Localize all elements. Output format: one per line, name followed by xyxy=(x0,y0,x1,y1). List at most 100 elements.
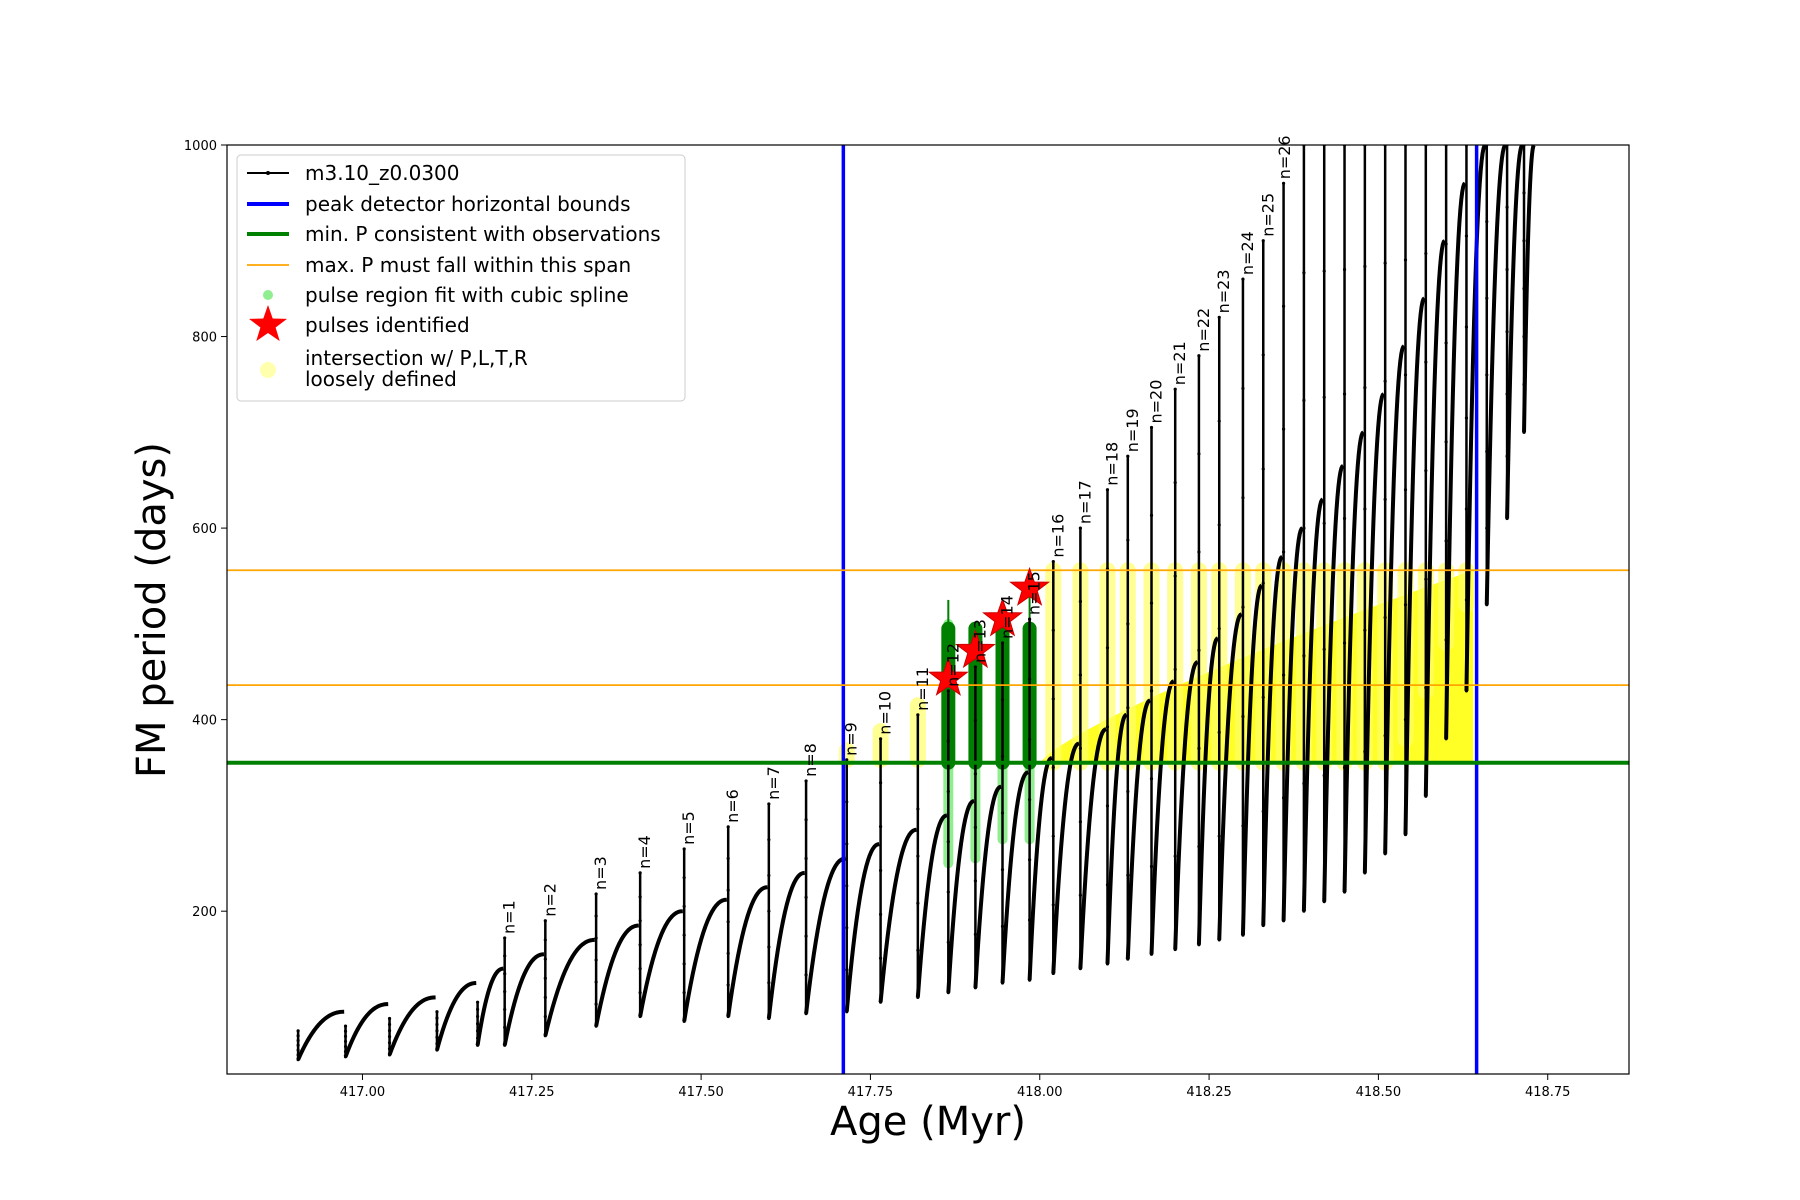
series-marker-20-2 xyxy=(1051,834,1055,838)
series-marker-18-3 xyxy=(1000,811,1005,815)
series-marker-13-6 xyxy=(845,758,849,762)
series-marker-17-6 xyxy=(973,665,978,669)
series-marker-17-4 xyxy=(973,772,978,776)
series-marker-33-1 xyxy=(1342,765,1347,770)
series-curve-8 xyxy=(638,909,683,1017)
series-curve-38 xyxy=(1444,181,1467,739)
series-curve-37 xyxy=(1423,239,1447,797)
series-marker-4-6 xyxy=(475,1000,480,1004)
series-marker-11-0 xyxy=(767,1016,771,1021)
series-marker-11-2 xyxy=(767,945,771,949)
series-marker-41-5 xyxy=(1505,205,1509,209)
series-marker-7-5 xyxy=(594,914,598,918)
series-marker-10-6 xyxy=(726,825,730,829)
series-marker-33-5 xyxy=(1342,267,1347,272)
series-curve-0 xyxy=(296,1009,345,1061)
series-marker-22-0 xyxy=(1105,962,1110,966)
series-marker-5-5 xyxy=(503,954,507,958)
series-marker-1-3 xyxy=(343,1039,348,1044)
pulse-label-1: n=2 xyxy=(540,883,559,917)
series-marker-36-5 xyxy=(1403,258,1408,262)
series-marker-37-2 xyxy=(1424,577,1428,581)
series-marker-32-2 xyxy=(1322,647,1326,652)
series-marker-27-4 xyxy=(1217,523,1221,527)
series-marker-17-1 xyxy=(973,932,978,936)
series-marker-37-4 xyxy=(1424,360,1428,364)
series-marker-15-0 xyxy=(916,995,920,999)
series-marker-5-3 xyxy=(503,990,507,994)
series-marker-21-5 xyxy=(1078,599,1082,604)
series-marker-10-1 xyxy=(726,983,730,987)
series-curve-9 xyxy=(682,897,728,1022)
series-marker-32-4 xyxy=(1322,395,1326,399)
series-marker-30-0 xyxy=(1281,919,1286,923)
series-marker-15-2 xyxy=(916,901,920,905)
series-marker-1-4 xyxy=(343,1034,348,1038)
pulse-label-0: n=1 xyxy=(500,900,519,934)
plot-frame xyxy=(226,144,1630,1075)
legend-label-4: pulse region fit with cubic spline xyxy=(305,283,629,307)
pulse-label-14: n=15 xyxy=(1025,571,1044,615)
series-marker-8-1 xyxy=(638,990,642,995)
legend-label-6-line2: loosely defined xyxy=(305,367,457,391)
series-marker-29-1 xyxy=(1261,809,1265,814)
series-marker-42-5 xyxy=(1522,191,1526,195)
series-marker-23-0 xyxy=(1126,957,1130,961)
series-marker-32-3 xyxy=(1322,521,1326,525)
legend-label-0: m3.10_z0.0300 xyxy=(305,161,460,185)
series-marker-22-3 xyxy=(1105,725,1110,729)
series-marker-34-3 xyxy=(1363,507,1367,511)
series-marker-37-3 xyxy=(1424,469,1428,473)
series-marker-10-3 xyxy=(726,920,730,924)
series-marker-39-1 xyxy=(1464,598,1469,602)
series-marker-7-6 xyxy=(594,892,598,896)
series-marker-38-2 xyxy=(1444,539,1448,543)
series-marker-41-3 xyxy=(1505,330,1509,334)
series-curve-31 xyxy=(1301,497,1324,912)
series-marker-17-5 xyxy=(973,718,978,723)
series-marker-42-1 xyxy=(1522,382,1526,387)
series-curve-16 xyxy=(946,799,975,993)
series-marker-13-4 xyxy=(845,842,849,846)
series-marker-16-2 xyxy=(946,890,950,894)
series-marker-27-6 xyxy=(1217,315,1221,319)
series-marker-11-3 xyxy=(767,909,771,913)
series-marker-39-5 xyxy=(1464,234,1469,238)
series-marker-35-5 xyxy=(1383,261,1387,265)
series-marker-23-5 xyxy=(1126,538,1130,542)
pulse-label-9: n=10 xyxy=(876,691,895,735)
series-marker-35-4 xyxy=(1383,379,1387,383)
series-marker-39-3 xyxy=(1464,416,1469,420)
series-marker-2-4 xyxy=(387,1028,392,1033)
series-marker-25-4 xyxy=(1173,574,1177,578)
series-marker-8-6 xyxy=(638,871,642,875)
series-marker-36-1 xyxy=(1403,718,1408,722)
series-marker-7-2 xyxy=(594,980,598,984)
series-curve-33 xyxy=(1342,430,1365,893)
series-marker-22-6 xyxy=(1105,488,1110,492)
legend-handle-5 xyxy=(248,305,288,342)
series-marker-37-0 xyxy=(1424,794,1428,798)
series-marker-32-1 xyxy=(1322,773,1326,778)
y-tick-label-4: 1000 xyxy=(184,139,217,154)
pulse-label-25: n=26 xyxy=(1275,135,1294,179)
series-marker-18-0 xyxy=(1000,981,1005,985)
series-curve-1 xyxy=(343,1002,389,1058)
series-marker-4-0 xyxy=(475,1043,480,1047)
series-marker-26-5 xyxy=(1197,452,1201,456)
series-marker-22-2 xyxy=(1105,804,1110,808)
pulse-label-16: n=17 xyxy=(1075,480,1094,524)
pulse-label-6: n=7 xyxy=(764,766,783,800)
series-marker-19-5 xyxy=(1027,677,1032,681)
series-curve-12 xyxy=(804,856,846,1014)
series-marker-23-1 xyxy=(1126,873,1130,877)
series-marker-9-2 xyxy=(682,962,686,966)
x-tick-label-3: 417.75 xyxy=(848,1085,894,1100)
series-marker-26-3 xyxy=(1197,648,1201,652)
series-curve-5 xyxy=(502,952,545,1046)
series-marker-42-2 xyxy=(1522,334,1526,339)
series-marker-35-2 xyxy=(1383,615,1387,620)
series-marker-34-4 xyxy=(1363,386,1367,390)
legend-handle-marker-0 xyxy=(266,171,270,175)
x-tick-label-6: 418.50 xyxy=(1356,1085,1402,1100)
